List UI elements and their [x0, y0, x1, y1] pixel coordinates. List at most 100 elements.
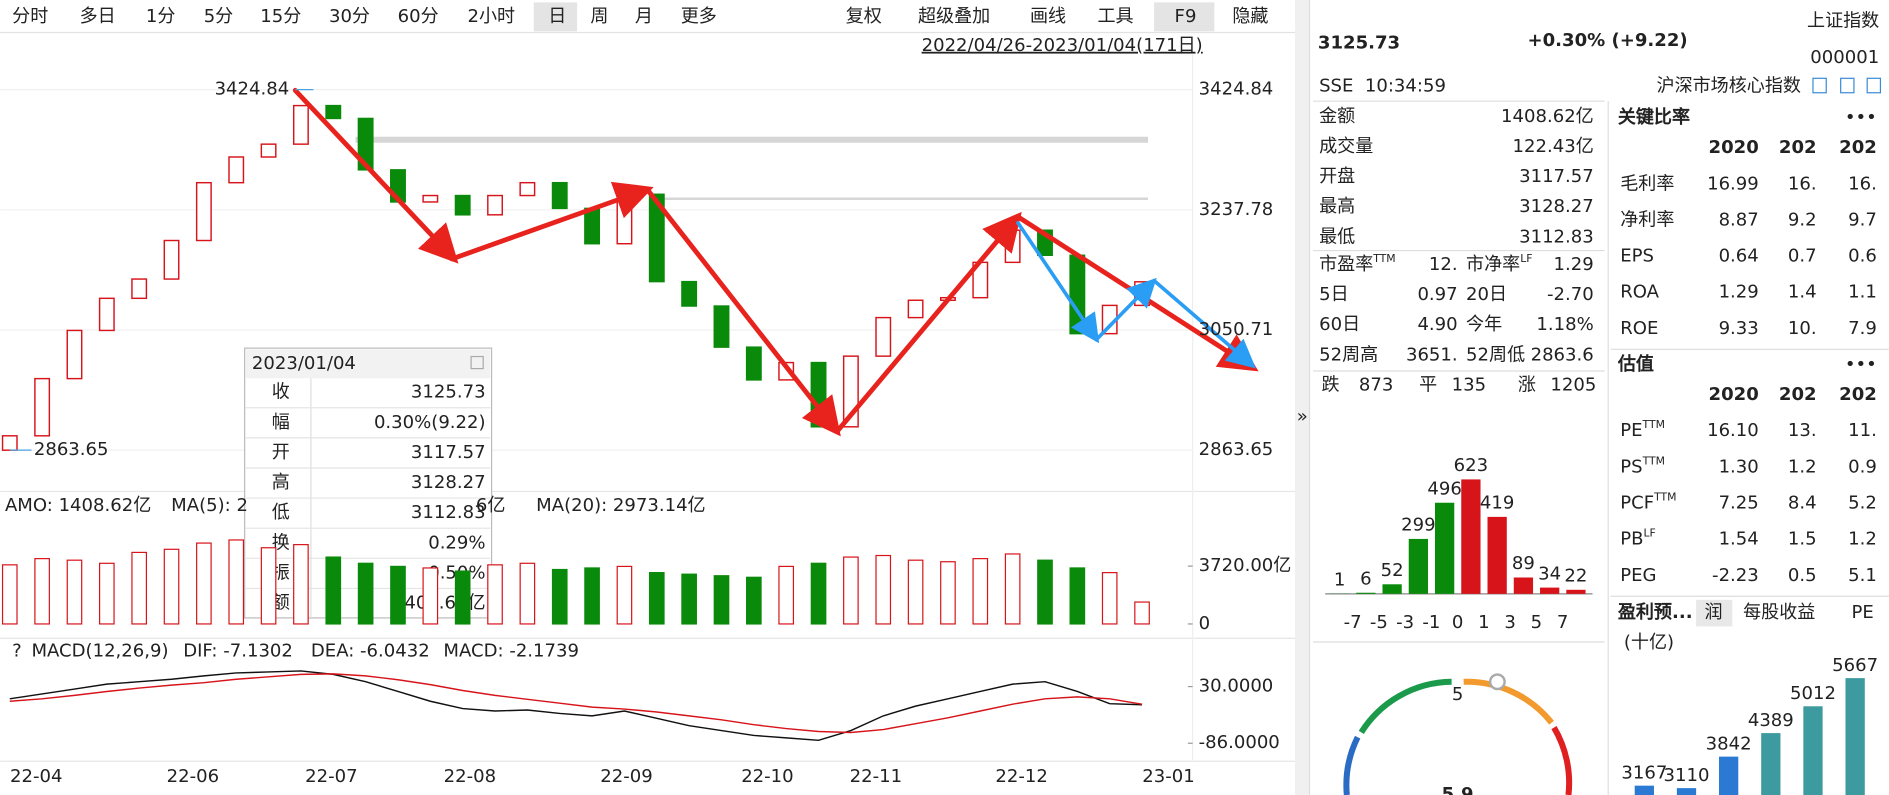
- forecast-bar: [1676, 788, 1697, 795]
- volume-bar: [616, 565, 633, 625]
- tooltip-header: [245, 349, 491, 379]
- tab[interactable]: 润: [1705, 602, 1723, 623]
- x-tick-label: 22-10: [741, 766, 793, 787]
- cell-value: 0.6: [1848, 246, 1877, 267]
- period-tab[interactable]: 月: [635, 6, 653, 27]
- cell-value: 1.54: [1719, 529, 1759, 550]
- tooltip-label: 幅: [272, 412, 290, 433]
- dist-label: 1: [1478, 612, 1489, 633]
- unit-label: (十亿): [1624, 632, 1674, 653]
- y-tick-label: 3237.78: [1199, 199, 1274, 220]
- arrow: [1152, 278, 1256, 369]
- icon[interactable]: [1866, 77, 1882, 94]
- volume-bar: [325, 556, 342, 625]
- cell-value: 11.: [1848, 420, 1877, 441]
- help-icon[interactable]: ?: [12, 641, 22, 662]
- x-tick-label: 22-11: [850, 766, 902, 787]
- stat-label: EPS: [1620, 246, 1654, 267]
- period-tab[interactable]: 1分: [146, 6, 176, 27]
- tab[interactable]: 每股收益: [1743, 602, 1815, 623]
- time: 10:34:59: [1365, 76, 1446, 97]
- candle: [713, 305, 730, 348]
- period-tab[interactable]: 多日: [80, 6, 116, 27]
- period-tab[interactable]: 更多: [681, 6, 717, 27]
- tab[interactable]: PE: [1852, 602, 1874, 623]
- icon[interactable]: [1840, 77, 1855, 94]
- stat-value: 12.: [1429, 254, 1458, 275]
- volume-bar: [1101, 572, 1118, 625]
- dist-label: -7: [1344, 612, 1362, 633]
- dist-bar: [1382, 584, 1402, 594]
- tooltip-value: 1408.62亿: [393, 592, 486, 613]
- superscript: TTM: [1372, 252, 1395, 265]
- stat-value: 0.97: [1417, 284, 1457, 305]
- tooltip-date: 2023/01/04: [252, 353, 356, 374]
- stat-label: 净利率: [1620, 209, 1674, 230]
- cell-value: 8.4: [1788, 493, 1817, 514]
- dist-label: 0: [1452, 612, 1463, 633]
- candle: [1004, 229, 1021, 264]
- candle: [422, 194, 439, 203]
- candle: [681, 280, 698, 307]
- volume-bar: [1069, 567, 1086, 625]
- dist-label: -1: [1422, 612, 1440, 633]
- dist-count: 22: [1564, 566, 1587, 587]
- stat-label: 20日: [1466, 284, 1507, 305]
- cell-value: 7.9: [1848, 318, 1877, 339]
- high-label: 3424.84: [215, 79, 290, 100]
- tool-button[interactable]: 超级叠加: [918, 6, 990, 27]
- dist-label: -5: [1370, 612, 1388, 633]
- more-button[interactable]: •••: [1845, 107, 1877, 128]
- x-tick-label: 22-08: [444, 766, 496, 787]
- macd-legend: DEA: -6.0432: [311, 641, 430, 662]
- gauge-knob: [1488, 673, 1506, 691]
- cell-value: 16.99: [1707, 173, 1759, 194]
- volume-bar: [972, 558, 989, 625]
- tool-button[interactable]: 复权: [846, 6, 882, 27]
- tab[interactable]: 盈利预...: [1617, 601, 1693, 623]
- volume-legend: 6亿: [476, 495, 506, 516]
- dist-bar: [1487, 516, 1507, 594]
- tool-button[interactable]: 画线: [1030, 6, 1066, 27]
- candle: [195, 181, 212, 242]
- forecast-bar: [1803, 706, 1823, 795]
- candle: [325, 104, 342, 120]
- x-tick-label: 22-04: [10, 766, 62, 787]
- stat-value: 1.18%: [1536, 314, 1593, 335]
- macd-dea-line: [9, 673, 1143, 734]
- cell-value: 1.30: [1719, 456, 1759, 477]
- period-tab[interactable]: 周: [590, 6, 608, 27]
- period-tab[interactable]: 60分: [398, 6, 439, 27]
- toolbar: [0, 0, 1296, 33]
- tooltip-label: 低: [272, 502, 290, 523]
- period-tab[interactable]: 日: [548, 6, 566, 27]
- x-tick-label: 23-01: [1142, 766, 1194, 787]
- volume-bar: [487, 564, 503, 625]
- change: +0.30% (+9.22): [1527, 30, 1687, 51]
- icon[interactable]: [1812, 77, 1827, 94]
- forecast-label: 3842: [1706, 734, 1752, 755]
- dist-count: 419: [1480, 493, 1514, 514]
- collapse-icon[interactable]: »: [1297, 406, 1308, 427]
- tooltip-value: 0.30%(9.22): [374, 412, 486, 433]
- volume-bar: [1, 564, 18, 625]
- tool-button[interactable]: 隐藏: [1232, 6, 1268, 27]
- candle: [292, 104, 309, 145]
- period-tab[interactable]: 5分: [204, 6, 234, 27]
- period-tab[interactable]: 15分: [260, 6, 301, 27]
- tool-button[interactable]: F9: [1175, 6, 1197, 27]
- more-button[interactable]: •••: [1845, 354, 1877, 375]
- volume-bar: [778, 565, 795, 625]
- period-tab[interactable]: 30分: [329, 6, 370, 27]
- collapse-bar[interactable]: [1295, 0, 1310, 795]
- section-title: 估值: [1617, 353, 1654, 375]
- trend-arrows: [292, 87, 1259, 437]
- stat-value: 3128.27: [1519, 196, 1594, 217]
- period-tab[interactable]: 分时: [12, 6, 48, 27]
- tool-button[interactable]: 工具: [1097, 6, 1133, 27]
- dist-bar: [1461, 479, 1481, 594]
- dist-bar: [1408, 538, 1429, 594]
- period-tab[interactable]: 2小时: [468, 6, 516, 27]
- close-icon[interactable]: [470, 355, 484, 370]
